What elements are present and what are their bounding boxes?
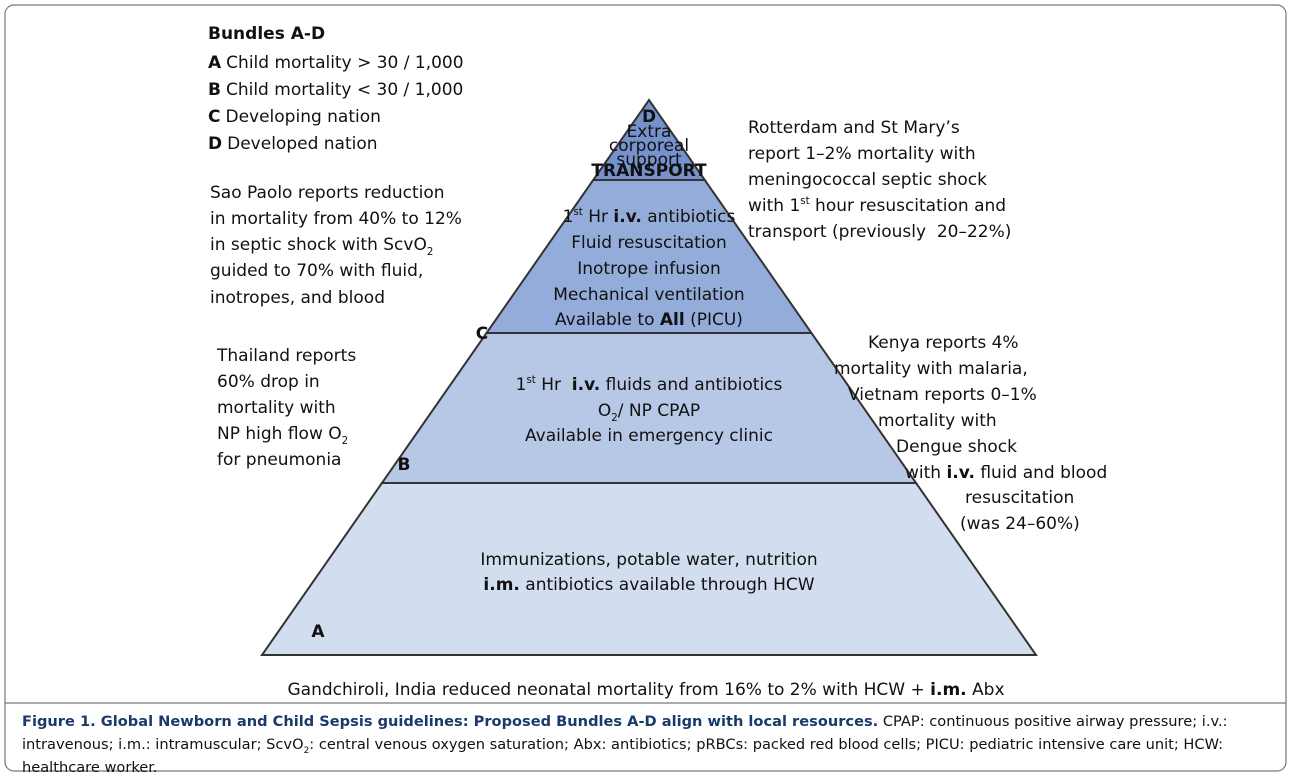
text-run: fluid and blood bbox=[975, 463, 1107, 483]
level-a-text: Immunizations, potable water, nutrition bbox=[480, 550, 817, 570]
annotation: Vietnam reports 0–1% bbox=[848, 385, 1037, 405]
text-run: in septic shock with ScvO bbox=[210, 235, 427, 255]
text-run: 2 bbox=[611, 413, 618, 424]
annotation: transport (previously 20–22%) bbox=[748, 222, 1011, 242]
bundle-letter: B bbox=[398, 455, 411, 475]
level-c-text: Fluid resuscitation bbox=[571, 233, 726, 253]
level-c-text: Mechanical ventilation bbox=[553, 285, 744, 305]
legend-item: D Developed nation bbox=[208, 134, 378, 154]
text-run: st bbox=[573, 207, 582, 218]
annotation: with 1st hour resuscitation and bbox=[748, 196, 1006, 216]
text-run: All bbox=[660, 310, 685, 330]
level-b-text: Available in emergency clinic bbox=[525, 426, 773, 446]
annotation: mortality with bbox=[878, 411, 997, 431]
legend-text: Developing nation bbox=[225, 107, 380, 127]
annotation: (was 24–60%) bbox=[960, 514, 1080, 534]
annotation: Sao Paolo reports reduction bbox=[210, 183, 445, 203]
annotation: Thailand reports bbox=[216, 346, 356, 366]
text-run: i.m. bbox=[483, 575, 519, 595]
text-run: 1 bbox=[516, 375, 527, 395]
annotation: mortality with malaria, bbox=[834, 359, 1028, 379]
annotation: meningococcal septic shock bbox=[748, 170, 987, 190]
annotation: report 1–2% mortality with bbox=[748, 144, 976, 164]
level-d-text: support bbox=[616, 150, 682, 170]
legend-text: Developed nation bbox=[227, 134, 377, 154]
level-d-text: corporeal bbox=[609, 136, 689, 156]
legend-item: B Child mortality < 30 / 1,000 bbox=[208, 80, 463, 100]
annotation: in septic shock with ScvO2 bbox=[210, 235, 433, 258]
text-run: i.v. bbox=[946, 463, 974, 483]
annotation: Kenya reports 4% bbox=[868, 333, 1019, 353]
annotation: Rotterdam and St Mary’s bbox=[748, 118, 960, 138]
frame bbox=[4, 4, 1287, 772]
legend-letter: C bbox=[208, 107, 220, 127]
text-run: i.m. bbox=[930, 680, 966, 700]
caption: Figure 1. Global Newborn and Child Sepsi… bbox=[22, 710, 1272, 779]
text-run: antibiotics available through HCW bbox=[520, 575, 815, 595]
text-run: i.v. bbox=[572, 375, 600, 395]
text-run: antibiotics bbox=[642, 207, 736, 227]
legend-text: Child mortality < 30 / 1,000 bbox=[226, 80, 463, 100]
bundle-letter: D bbox=[642, 107, 656, 127]
legend-letter: D bbox=[208, 134, 222, 154]
caption-sub: 2 bbox=[303, 745, 310, 756]
annotation: guided to 70% with fluid, bbox=[210, 261, 423, 281]
text-run: Gandchiroli, India reduced neonatal mort… bbox=[287, 680, 930, 700]
caption-title: Figure 1. Global Newborn and Child Sepsi… bbox=[22, 713, 879, 730]
text-run: with 1 bbox=[748, 196, 800, 216]
legend-letter: B bbox=[208, 80, 221, 100]
text-run: / NP CPAP bbox=[618, 401, 700, 421]
legend-item: A Child mortality > 30 / 1,000 bbox=[208, 53, 464, 73]
text-run: 2 bbox=[427, 247, 434, 258]
text-run: Hr bbox=[536, 375, 572, 395]
level-d-text: TRANSPORT bbox=[591, 161, 707, 181]
text-run: Abx bbox=[967, 680, 1005, 700]
annotation: 60% drop in bbox=[217, 372, 320, 392]
level-b-text: 1st Hr i.v. fluids and antibiotics bbox=[516, 375, 783, 395]
level-c-text: Inotrope infusion bbox=[577, 259, 721, 279]
annotation: mortality with bbox=[217, 398, 336, 418]
text-run: 2 bbox=[342, 436, 349, 447]
legend-title: Bundles A-D bbox=[208, 24, 325, 44]
text-run: i.v. bbox=[613, 207, 641, 227]
text-run: with bbox=[905, 463, 946, 483]
text-run: Available to bbox=[555, 310, 660, 330]
text-run: st bbox=[526, 375, 535, 386]
text-run: Hr bbox=[583, 207, 614, 227]
text-run: O bbox=[598, 401, 611, 421]
bundle-letter: A bbox=[311, 622, 325, 642]
legend-letter: A bbox=[208, 53, 222, 73]
caption-body: : central venous oxygen saturation; Abx:… bbox=[22, 736, 1224, 776]
text-run: (PICU) bbox=[685, 310, 743, 330]
annotation: resuscitation bbox=[965, 488, 1074, 508]
text-run: hour resuscitation and bbox=[810, 196, 1006, 216]
legend-text: Child mortality > 30 / 1,000 bbox=[226, 53, 463, 73]
text-run: fluids and antibiotics bbox=[600, 375, 782, 395]
annotation: Gandchiroli, India reduced neonatal mort… bbox=[287, 680, 1004, 700]
pyramid-level bbox=[260, 482, 1038, 656]
legend-item: C Developing nation bbox=[208, 107, 381, 127]
pyramid bbox=[260, 98, 1038, 656]
annotation: Dengue shock bbox=[896, 437, 1017, 457]
level-a-text: i.m. antibiotics available through HCW bbox=[483, 575, 814, 595]
level-c-text: 1st Hr i.v. antibiotics bbox=[563, 207, 736, 227]
annotation: for pneumonia bbox=[217, 450, 341, 470]
text-run: 1 bbox=[563, 207, 574, 227]
annotation: NP high flow O2 bbox=[217, 424, 348, 447]
annotation: with i.v. fluid and blood bbox=[905, 463, 1107, 483]
annotation: in mortality from 40% to 12% bbox=[210, 209, 462, 229]
level-d-text: Extra bbox=[627, 122, 672, 142]
text-run: st bbox=[800, 196, 809, 207]
level-c-text: Available to All (PICU) bbox=[555, 310, 743, 330]
annotation: inotropes, and blood bbox=[210, 288, 385, 308]
level-b-text: O2/ NP CPAP bbox=[598, 401, 700, 424]
caption-body: CPAP: continuous positive airway pressur… bbox=[22, 713, 1228, 753]
bundle-letter: C bbox=[476, 324, 488, 344]
text-run: NP high flow O bbox=[217, 424, 342, 444]
